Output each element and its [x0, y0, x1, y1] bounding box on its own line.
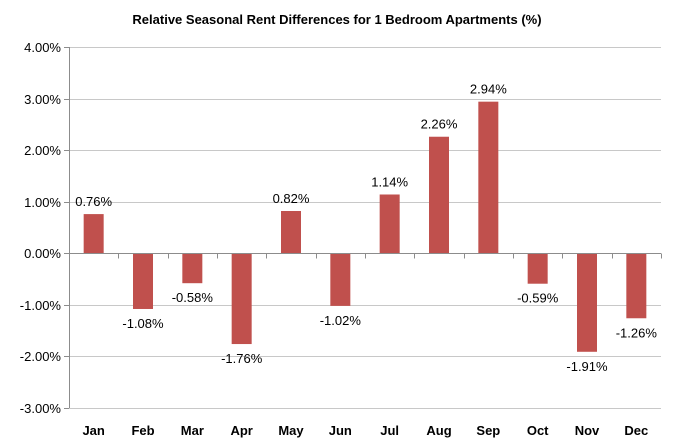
y-tick-label: -1.00% [20, 298, 62, 313]
data-label: 2.94% [470, 82, 507, 97]
data-label: -1.08% [122, 316, 164, 331]
x-tick-label: Dec [624, 423, 648, 438]
bar-aug [429, 136, 449, 254]
bar-mar [182, 253, 203, 284]
y-tick-label: 4.00% [24, 40, 61, 55]
bar-sep [478, 101, 499, 254]
y-tick-label: 0.00% [24, 246, 61, 261]
x-tick-label: Jul [380, 423, 399, 438]
bar-nov [577, 253, 597, 352]
x-tick-label: Apr [230, 423, 252, 438]
x-axis-tick-labels: Jan Feb Mar Apr May Jun Jul Aug Sep Oct Nov Dec [82, 423, 648, 438]
y-tick-label: 2.00% [24, 143, 61, 158]
bar-apr [231, 253, 252, 345]
gridlines [64, 47, 661, 409]
x-tick-label: Jun [329, 423, 352, 438]
x-tick-label: Feb [131, 423, 154, 438]
bar-jul [379, 194, 400, 254]
y-tick-label: 3.00% [24, 92, 61, 107]
data-label: -0.59% [517, 291, 559, 306]
data-label: -1.76% [221, 351, 263, 366]
chart-title: Relative Seasonal Rent Differences for 1… [132, 12, 541, 27]
bar-may [281, 210, 301, 254]
bar-oct [527, 253, 548, 284]
data-label: -0.58% [172, 290, 214, 305]
x-tick-label: May [278, 423, 304, 438]
y-tick-label: 1.00% [24, 195, 61, 210]
x-tick-label: Nov [575, 423, 600, 438]
data-label: -1.26% [616, 325, 658, 340]
x-tick-label: Aug [426, 423, 451, 438]
data-label: 2.26% [421, 117, 458, 132]
y-tick-label: -2.00% [20, 349, 62, 364]
bar-jun [330, 253, 351, 306]
bar-dec [626, 253, 647, 319]
data-labels: 0.76% -1.08% -0.58% -1.76% 0.82% -1.02% 1.14% 2… [75, 82, 657, 374]
bars [83, 101, 647, 352]
x-tick-label: Oct [527, 423, 549, 438]
data-label: -1.91% [566, 359, 608, 374]
y-axis-tick-labels: 4.00% 3.00% 2.00% 1.00% 0.00% -1.00% -2.00% -3.… [20, 40, 62, 416]
data-label: -1.02% [320, 313, 362, 328]
axes [69, 47, 662, 408]
data-label: 0.82% [273, 191, 310, 206]
bar-jan [83, 214, 104, 254]
y-tick-label: -3.00% [20, 401, 62, 416]
data-label: 0.76% [75, 194, 112, 209]
data-label: 1.14% [371, 174, 408, 189]
x-tick-label: Mar [181, 423, 204, 438]
bar-feb [133, 253, 153, 309]
x-tick-label: Sep [476, 423, 500, 438]
x-tick-label: Jan [82, 423, 104, 438]
